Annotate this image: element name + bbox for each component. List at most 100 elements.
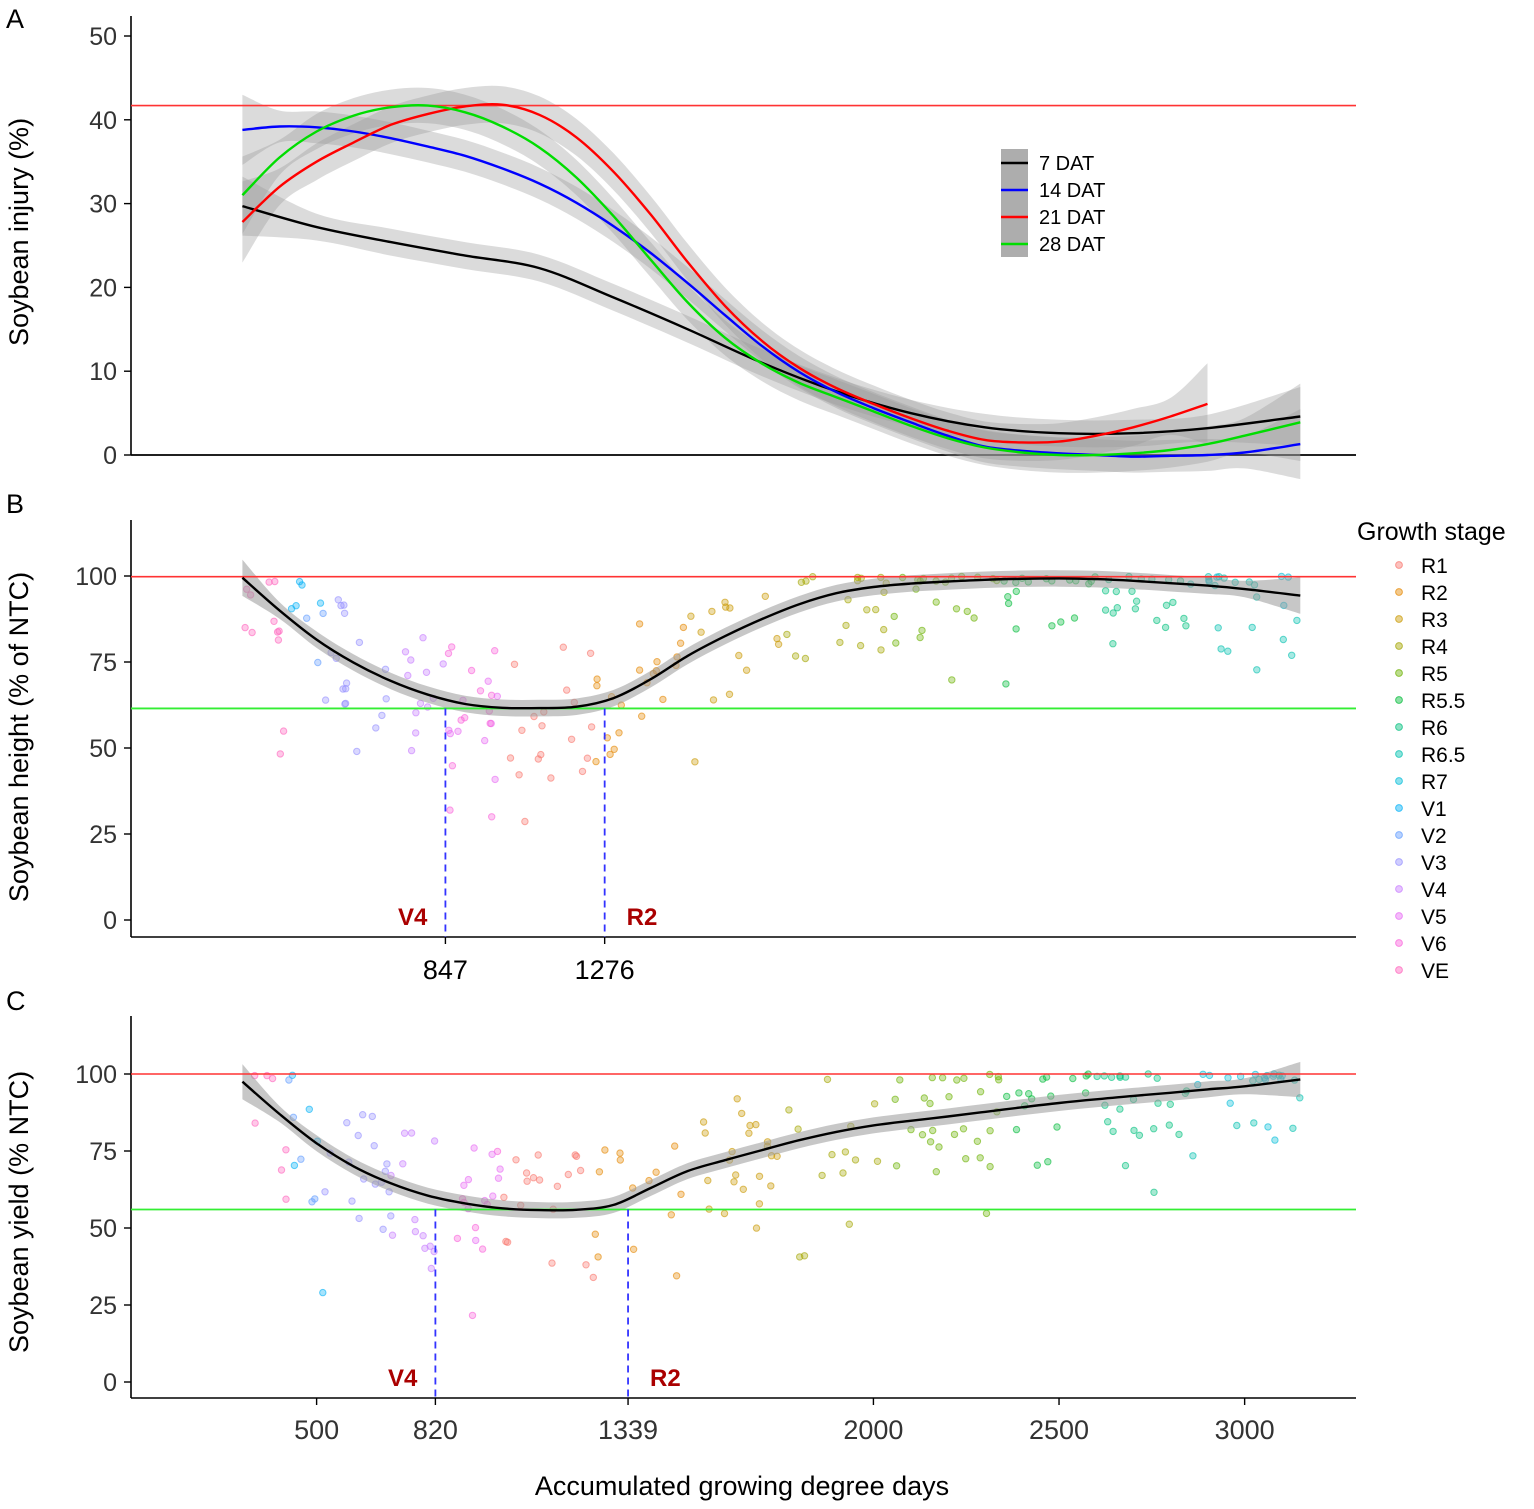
panel-b-data-point xyxy=(1153,616,1161,625)
panel-b-data-point xyxy=(274,636,283,644)
panel-c-data-point xyxy=(672,1272,681,1280)
panel-b-data-point xyxy=(493,692,501,700)
panel-c-data-point xyxy=(576,1166,585,1175)
panel-b-data-point xyxy=(372,724,380,732)
panel-b-data-point xyxy=(265,578,273,586)
panel-a-confidence-band-4 xyxy=(242,87,1301,473)
panel-c-data-point xyxy=(920,1094,928,1102)
panel-c-data-point xyxy=(564,1170,572,1179)
panel-c-data-point xyxy=(962,1155,970,1163)
panel-c-data-point xyxy=(755,1172,764,1181)
panel-c-data-point xyxy=(355,1214,363,1223)
panel-b-data-point xyxy=(419,634,427,642)
panel-c-data-point xyxy=(468,1311,477,1320)
growth-stage-legend-key xyxy=(1395,804,1403,812)
panel-b-data-point xyxy=(742,666,751,674)
panel-c-data-point xyxy=(251,1119,259,1127)
panel-b-data-point xyxy=(1048,622,1056,630)
panel-b-data-point xyxy=(916,633,924,642)
panel-c-data-point xyxy=(512,1156,520,1164)
panel-c-x-tick-label: 1339 xyxy=(598,1415,658,1445)
panel-c-data-point xyxy=(746,1121,754,1130)
panel-b-data-point xyxy=(610,745,618,753)
panel-c-data-point xyxy=(701,1129,709,1137)
x-axis-title: Accumulated growing degree days xyxy=(535,1471,949,1501)
panel-label-a: A xyxy=(6,4,24,34)
panel-b-data-point xyxy=(273,628,282,636)
panel-b-data-point xyxy=(401,648,410,656)
panel-c-data-point xyxy=(472,1236,480,1245)
panel-b-data-point xyxy=(592,757,600,766)
panel-b-data-point xyxy=(1169,598,1177,607)
panel-c-data-point xyxy=(488,1150,496,1159)
panel-c-data-point xyxy=(745,1129,753,1137)
panel-b-data-point xyxy=(726,604,734,612)
panel-c-data-point xyxy=(873,1157,882,1166)
panel-c-data-point xyxy=(343,1119,351,1127)
panel-b-data-point xyxy=(1101,606,1110,614)
growth-stage-legend-key xyxy=(1395,696,1403,704)
growth-stage-legend-label: V4 xyxy=(1421,879,1447,902)
panel-b-data-point xyxy=(877,646,885,654)
panel-b-data-point xyxy=(586,649,595,657)
growth-stage-legend-label: R1 xyxy=(1421,555,1448,578)
panel-b-data-point xyxy=(276,750,284,758)
panel-b-data-point xyxy=(422,668,431,676)
panel-c-data-point xyxy=(430,1137,439,1145)
panel-b-data-point xyxy=(863,606,871,614)
panel-b-data-point xyxy=(467,666,476,675)
panel-c-data-point xyxy=(1150,1125,1158,1133)
panel-c-data-point xyxy=(464,1175,473,1184)
panel-b-data-point xyxy=(1131,605,1140,613)
panel-a-y-axis-title: Soybean injury (%) xyxy=(4,118,34,346)
panel-c-data-point xyxy=(950,1130,959,1139)
panel-b-data-point xyxy=(1012,625,1020,633)
panel-c-data-point xyxy=(932,1168,940,1176)
panel-b-data-point xyxy=(708,607,716,616)
panel-b-data-point xyxy=(583,754,592,762)
panel-c-data-point xyxy=(297,1155,305,1163)
panel-c-data-point xyxy=(594,1253,602,1261)
panel-c-data-point xyxy=(891,1095,899,1104)
panel-c-x-tick-label: 820 xyxy=(413,1415,458,1445)
panel-c-data-point xyxy=(733,1095,741,1103)
panel-b-data-point xyxy=(1161,623,1170,632)
panel-c-data-point xyxy=(407,1129,416,1137)
panel-c-data-point xyxy=(419,1232,427,1240)
panel-c-data-point xyxy=(823,1075,832,1084)
panel-b-data-point xyxy=(341,699,350,708)
panel-c-data-point xyxy=(411,1215,419,1224)
panel-c-x-tick-label: 2000 xyxy=(843,1415,903,1445)
panel-b-data-point xyxy=(547,774,555,782)
panel-b-data-point xyxy=(412,709,420,717)
panel-c-data-point xyxy=(935,1143,943,1151)
panel-c-data-point xyxy=(785,1106,793,1114)
panel-c-data-point xyxy=(976,1088,985,1096)
panel-b-data-point xyxy=(1109,609,1117,617)
panel-b-data-point xyxy=(948,676,956,684)
panel-c-data-point xyxy=(311,1195,319,1203)
growth-stage-legend-key xyxy=(1395,831,1403,839)
panel-a-confidence-band-2 xyxy=(242,94,1301,480)
panel-b-threshold-stage-label: V4 xyxy=(398,904,428,931)
panel-c-data-point xyxy=(354,1131,362,1140)
panel-a-confidence-band-1 xyxy=(242,176,1301,448)
panel-b-data-point xyxy=(1214,624,1222,632)
panel-c-data-point xyxy=(752,1120,760,1129)
panel-a-y-tick-label: 30 xyxy=(89,191,117,219)
growth-stage-legend-label: R3 xyxy=(1421,609,1448,632)
panel-b-data-point xyxy=(836,638,844,647)
panel-b-data-point xyxy=(457,716,465,724)
panel-c-data-point xyxy=(959,1125,968,1133)
panel-b-data-point xyxy=(518,726,526,734)
panel-c-data-point xyxy=(1116,1105,1124,1113)
panel-c-data-point xyxy=(321,1188,329,1196)
panel-b-data-point xyxy=(404,671,412,680)
panel-b-data-point xyxy=(319,609,327,618)
panel-c-data-point xyxy=(986,1127,994,1135)
panel-c-data-point xyxy=(591,1230,599,1238)
panel-c-data-point xyxy=(387,1212,395,1220)
panel-c-data-point xyxy=(359,1111,367,1119)
panel-b-data-point xyxy=(340,601,348,609)
